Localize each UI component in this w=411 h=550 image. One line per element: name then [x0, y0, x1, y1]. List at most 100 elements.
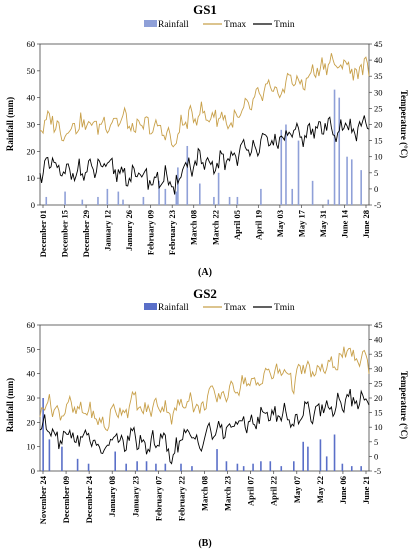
- x-tick-label: December 09: [61, 476, 71, 523]
- x-tick-label: February 23: [167, 210, 177, 255]
- rainfall-bar: [338, 97, 341, 205]
- y-tick-label: 40: [27, 369, 36, 379]
- y2-tick-label: 35: [374, 71, 383, 81]
- rainfall-bar: [61, 446, 63, 471]
- x-tick-label: May 17: [296, 209, 306, 237]
- legend: Rainfall Tmax Tmin: [144, 19, 295, 30]
- y-axis-label-left: Rainfall (mm): [5, 378, 15, 432]
- x-tick-label: June 14: [339, 209, 349, 238]
- x-tick-label: May 22: [315, 476, 325, 503]
- legend: Rainfall Tmax Tmin: [144, 302, 295, 313]
- y-tick-label: 50: [27, 344, 36, 354]
- x-tick-label: January 12: [103, 210, 113, 251]
- y-axis-label-right: Temperature (°C): [399, 371, 409, 439]
- x-tick-label: January 08: [107, 476, 117, 517]
- y-tick-label: 60: [27, 39, 36, 49]
- rainfall-bar: [260, 188, 262, 205]
- rainfall-bar: [333, 434, 336, 471]
- y2-tick-label: 10: [374, 422, 383, 432]
- rainfall-bar: [327, 199, 330, 205]
- y2-tick-label: 25: [374, 103, 383, 113]
- rainfall-bar: [191, 466, 193, 471]
- y2-tick-label: 30: [374, 87, 383, 97]
- rainfall-bar: [307, 446, 309, 471]
- y2-tick-label: 40: [374, 335, 383, 345]
- y2-tick-label: -5: [374, 200, 381, 210]
- panel-label: (B): [198, 538, 211, 549]
- legend-swatch-rainfall: [144, 20, 157, 27]
- y2-tick-label: 10: [374, 152, 383, 162]
- rainfall-bar: [293, 461, 295, 471]
- y2-tick-label: 30: [374, 364, 383, 374]
- x-tick-label: April 07: [246, 475, 256, 506]
- y2-tick-label: 15: [374, 408, 383, 418]
- rainfall-bar: [333, 89, 336, 205]
- chart-title: GS2: [193, 286, 217, 301]
- x-tick-label: May 31: [318, 210, 328, 237]
- rainfall-bar: [125, 463, 127, 471]
- x-tick-label: January 23: [130, 476, 140, 517]
- x-tick-label: February 07: [153, 475, 163, 521]
- rainfall-bar: [142, 196, 145, 205]
- rainfall-bar: [311, 180, 314, 205]
- y-tick-label: 0: [31, 200, 35, 210]
- rainfall-bar: [175, 191, 178, 205]
- x-tick-label: May 03: [275, 210, 285, 237]
- rainfall-bar: [319, 439, 322, 471]
- rainfall-bar: [64, 191, 66, 205]
- rainfall-bar: [350, 159, 353, 205]
- y-tick-label: 20: [27, 417, 36, 427]
- y2-tick-label: 5: [374, 437, 378, 447]
- rainfall-bar: [87, 463, 90, 471]
- y2-tick-label: 40: [374, 55, 383, 65]
- y-tick-label: 10: [27, 173, 36, 183]
- rainfall-bar: [199, 183, 201, 205]
- y2-tick-label: 15: [374, 136, 383, 146]
- y-tick-label: 0: [31, 466, 35, 476]
- rainfall-bar: [117, 191, 120, 205]
- rainfall-bar: [360, 466, 362, 471]
- rainfall-bar: [360, 170, 362, 205]
- rainfall-bar: [341, 463, 344, 471]
- rainfall-bar: [81, 199, 84, 205]
- rainfall-bar: [76, 458, 79, 471]
- tmin-line: [39, 115, 370, 195]
- rainfall-bar: [177, 167, 179, 205]
- rainfall-bar: [236, 463, 239, 471]
- tmin-line: [39, 389, 370, 465]
- rainfall-bar: [350, 466, 353, 471]
- rainfall-bar: [297, 140, 300, 205]
- rainfall-bar: [236, 196, 239, 205]
- rainfall-bar: [213, 196, 215, 205]
- rainfall-bar: [252, 463, 254, 471]
- legend-label-tmin: Tmin: [274, 20, 295, 30]
- y-tick-label: 10: [27, 442, 36, 452]
- rainfall-bar: [217, 172, 220, 205]
- y-tick-label: 60: [27, 320, 36, 330]
- y-axis-label-right: Temperature (°C): [399, 90, 409, 158]
- x-tick-label: March 08: [189, 210, 199, 245]
- x-tick-label: June 28: [361, 210, 371, 238]
- y2-tick-label: 20: [374, 393, 383, 403]
- legend-swatch-rainfall: [144, 303, 157, 310]
- x-tick-label: December 15: [60, 210, 70, 257]
- rainfall-bar: [280, 466, 283, 471]
- x-tick-label: March 23: [223, 476, 233, 511]
- y2-tick-label: 0: [374, 451, 378, 461]
- rainfall-bar: [114, 451, 116, 471]
- x-tick-label: April 19: [253, 210, 263, 240]
- chart-title: GS1: [193, 2, 217, 17]
- rainfall-bar: [45, 196, 48, 205]
- y2-tick-label: 20: [374, 120, 383, 130]
- x-tick-label: December 24: [84, 475, 94, 523]
- chart-panel-gs1: GS1 Rainfall Tmax Tmin Rainfall (mm) Tem…: [5, 2, 409, 278]
- x-tick-label: December 29: [81, 210, 91, 257]
- x-tick-label: May 07: [292, 475, 302, 503]
- y2-tick-label: 35: [374, 349, 383, 359]
- y-tick-label: 30: [27, 120, 36, 130]
- panel-label: (A): [198, 267, 212, 278]
- legend-label-rainfall: Rainfall: [158, 19, 189, 30]
- y2-tick-label: -5: [374, 466, 381, 476]
- x-tick-label: February 22: [176, 476, 186, 521]
- x-tick-label: April 05: [232, 210, 242, 240]
